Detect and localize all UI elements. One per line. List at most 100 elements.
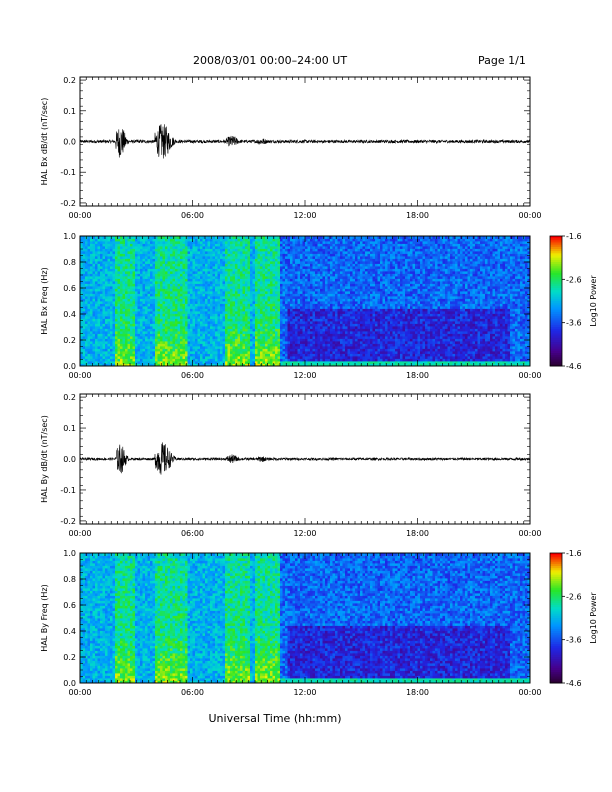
spectrogram-cell	[170, 338, 173, 342]
spectrogram-cell	[127, 326, 131, 329]
spectrogram-cell	[127, 313, 131, 317]
spectrogram-cell	[292, 248, 296, 252]
spectrogram-cell	[207, 266, 211, 269]
spectrogram-cell	[222, 246, 226, 249]
spectrogram-cell	[135, 286, 138, 289]
spectrogram-cell	[220, 363, 223, 367]
spectrogram-cell	[145, 241, 148, 244]
spectrogram-cell	[277, 263, 281, 267]
spectrogram-cell	[120, 326, 123, 329]
spectrogram-cell	[245, 308, 248, 312]
spectrogram-cell	[187, 363, 191, 367]
spectrogram-cell	[160, 331, 163, 334]
spectrogram-cell	[267, 313, 271, 317]
spectrogram-cell	[140, 278, 143, 282]
spectrogram-cell	[225, 361, 228, 364]
spectrogram-cell	[285, 288, 288, 292]
spectrogram-cell	[100, 288, 103, 292]
spectrogram-cell	[295, 361, 298, 364]
spectrogram-cell	[295, 246, 298, 249]
spectrogram-cell	[285, 333, 288, 337]
spectrogram-cell	[267, 328, 271, 332]
spectrogram-cell	[110, 326, 113, 329]
spectrogram-cell	[107, 361, 111, 364]
spectrogram-cell	[275, 273, 278, 277]
spectrogram-cell	[285, 258, 288, 262]
spectrogram-cell	[302, 268, 306, 272]
spectrogram-cell	[187, 288, 191, 292]
spectrogram-cell	[227, 243, 231, 247]
spectrogram-cell	[140, 281, 143, 284]
spectrogram-cell	[247, 243, 251, 247]
spectrogram-cell	[272, 353, 276, 357]
spectrogram-cell	[147, 243, 151, 247]
spectrogram-cell	[230, 343, 233, 347]
spectrogram-cell	[120, 311, 123, 314]
spectrogram-cell	[207, 251, 211, 254]
spectrogram-cell	[97, 346, 101, 349]
spectrogram-cell	[102, 283, 106, 287]
spectrogram-cell	[125, 296, 128, 299]
spectrogram-cell	[300, 268, 303, 272]
spectrogram-cell	[82, 251, 86, 254]
spectrogram-cell	[255, 311, 258, 314]
spectrogram-cell	[270, 261, 273, 264]
spectrogram-cell	[230, 251, 233, 254]
spectrogram-cell	[287, 316, 291, 319]
spectrogram-cell	[297, 341, 301, 344]
spectrogram-cell	[245, 361, 248, 364]
spectrogram-cell	[260, 268, 263, 272]
spectrogram-cell	[290, 258, 293, 262]
spectrogram-cell	[127, 303, 131, 307]
spectrogram-cell	[247, 361, 251, 364]
spectrogram-cell	[300, 258, 303, 262]
spectrogram-cell	[232, 273, 236, 277]
spectrogram-cell	[290, 361, 293, 364]
spectrogram-cell	[250, 263, 253, 267]
spectrogram-cell	[152, 341, 156, 344]
spectrogram-cell	[107, 346, 111, 349]
spectrogram-cell	[97, 321, 101, 324]
spectrogram-cell	[265, 256, 268, 259]
spectrogram-cell	[170, 333, 173, 337]
spectrogram-cell	[80, 311, 83, 314]
spectrogram-cell	[132, 351, 136, 354]
spectrogram-cell	[245, 313, 248, 317]
spectrogram-cell	[310, 358, 313, 362]
spectrogram-cell	[265, 338, 268, 342]
spectrogram-cell	[162, 258, 166, 262]
spectrogram-cell	[295, 286, 298, 289]
spectrogram-cell	[282, 263, 286, 267]
spectrogram-cell	[105, 271, 108, 274]
spectrogram-cell	[270, 321, 273, 324]
spectrogram-cell	[172, 346, 176, 349]
spectrogram-cell	[255, 361, 258, 364]
spectrogram-cell	[90, 273, 93, 277]
spectrogram-cell	[242, 236, 246, 239]
spectrogram-cell	[152, 271, 156, 274]
spectrogram-cell	[150, 276, 153, 279]
spectrogram-cell	[242, 353, 246, 357]
spectrogram-cell	[232, 241, 236, 244]
spectrogram-cell	[132, 356, 136, 359]
spectrogram-cell	[195, 361, 198, 364]
spectrogram-cell	[237, 341, 241, 344]
spectrogram-cell	[175, 306, 178, 309]
spectrogram-cell	[190, 276, 193, 279]
spectrogram-cell	[275, 271, 278, 274]
spectrogram-cell	[215, 238, 218, 242]
spectrogram-cell	[85, 258, 88, 262]
spectrogram-cell	[80, 288, 83, 292]
spectrogram-cell	[135, 341, 138, 344]
spectrogram-cell	[182, 348, 186, 352]
spectrogram-cell	[227, 321, 231, 324]
spectrogram-cell	[230, 248, 233, 252]
spectrogram-cell	[285, 268, 288, 272]
spectrogram-cell	[237, 278, 241, 282]
spectrogram-cell	[305, 358, 308, 362]
spectrogram-cell	[172, 306, 176, 309]
spectrogram-cell	[250, 293, 253, 297]
spectrogram-cell	[302, 308, 306, 312]
spectrogram-cell	[212, 318, 216, 322]
spectrogram-cell	[117, 313, 121, 317]
